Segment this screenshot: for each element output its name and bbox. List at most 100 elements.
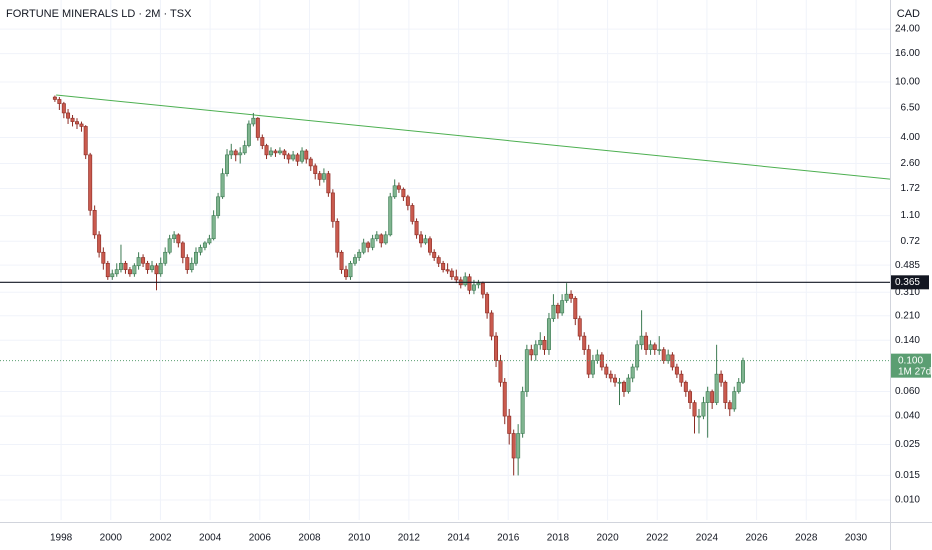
candle-body [167,238,172,253]
candle-body [194,251,198,264]
candle-body [595,354,600,361]
candle-body [485,293,490,314]
candle-body [313,165,318,174]
candle-body [635,344,640,368]
chart-title: FORTUNE MINERALS LD · 2M · TSX [6,8,192,20]
candle-body [405,196,410,206]
candle-body [207,238,212,244]
candle-body [573,298,578,320]
candle-body [185,257,190,270]
candle-body [613,377,618,383]
axes: 24.00 16.00 10.00 6.50 4.00 2.60 1.72 1.10 0.72 0… [50,24,931,544]
candle-body [542,339,547,350]
candle-body [326,173,331,194]
y-tick-label: 6.50 [901,103,921,114]
candle-body [158,262,163,275]
candle-body [480,282,485,295]
candle-body [449,270,454,278]
candle-body [66,112,71,119]
candle-body [511,433,516,459]
candle-body [246,123,251,146]
candle-body [621,381,626,392]
y-tick-label: 4.00 [901,132,921,143]
candle-body [335,221,340,253]
candle-body [445,269,450,272]
candle-body [533,344,538,356]
y-tick-label: 1.72 [901,183,921,194]
candle-body [701,402,706,417]
candle-body [630,366,635,379]
candle-body [105,262,110,278]
candle-body [189,262,194,270]
candle-body [626,377,631,392]
candle-body [683,381,688,392]
candle-body [330,192,335,222]
candle-body [396,185,401,190]
candle-body [198,247,203,253]
candle-body [57,99,62,104]
candle-body [688,391,693,403]
candle-body [569,293,574,299]
candle-body [352,257,357,264]
candle-body [180,242,185,258]
candle-body [141,257,146,264]
candle-body [357,251,362,258]
candle-body [79,123,84,127]
candle-body [586,349,591,375]
candle-body [560,300,565,314]
y-tick-label: 16.00 [895,48,920,59]
candle-body [427,238,432,253]
candle-body [101,251,106,264]
candle-body [361,242,366,253]
candle-body [529,349,534,356]
y-tick-label: 1.10 [901,210,921,221]
x-tick-label: 2004 [199,533,222,544]
candle-body [172,234,177,240]
x-tick-label: 2010 [348,533,371,544]
candle-body [114,269,119,275]
candle-body [538,339,543,346]
candle-body [295,154,300,162]
candle-body [723,381,728,403]
level-label-box [891,275,929,290]
candle-body [97,234,102,253]
y-tick-label: 0.015 [895,470,920,481]
candle-body [282,150,287,156]
y-tick-label: 0.72 [901,236,921,247]
candle-body [419,234,424,244]
candle-body [582,335,587,350]
y-tick-label: 0.485 [895,260,920,271]
candle-body [423,238,428,244]
candle-body [321,173,326,180]
candle-body [383,234,388,244]
candle-body [714,373,719,403]
candle-body [502,381,507,417]
candle-body [379,234,384,244]
candle-body [273,150,278,154]
y-tick-label: 0.140 [895,335,920,346]
candle-body [291,154,296,160]
x-tick-label: 2000 [100,533,123,544]
candle-body [736,381,741,392]
candle-body [727,402,732,410]
x-tick-label: 2028 [795,533,818,544]
candle-body [401,188,406,198]
candle-body [366,242,371,248]
candle-body [269,150,273,156]
candle-body [233,150,238,156]
y-tick-label: 0.210 [895,310,920,321]
candle-body [604,366,609,375]
candle-body [339,251,344,270]
candle-body [136,257,141,267]
candle-body [617,381,622,384]
currency: CAD [897,8,920,20]
candle-body [697,415,701,418]
candle-body [216,196,221,216]
candle-body [551,304,556,320]
candle-body [300,150,305,162]
candle-body [83,126,88,156]
candle-body [546,318,551,350]
candle-body [145,262,150,270]
candle-body [436,257,441,264]
